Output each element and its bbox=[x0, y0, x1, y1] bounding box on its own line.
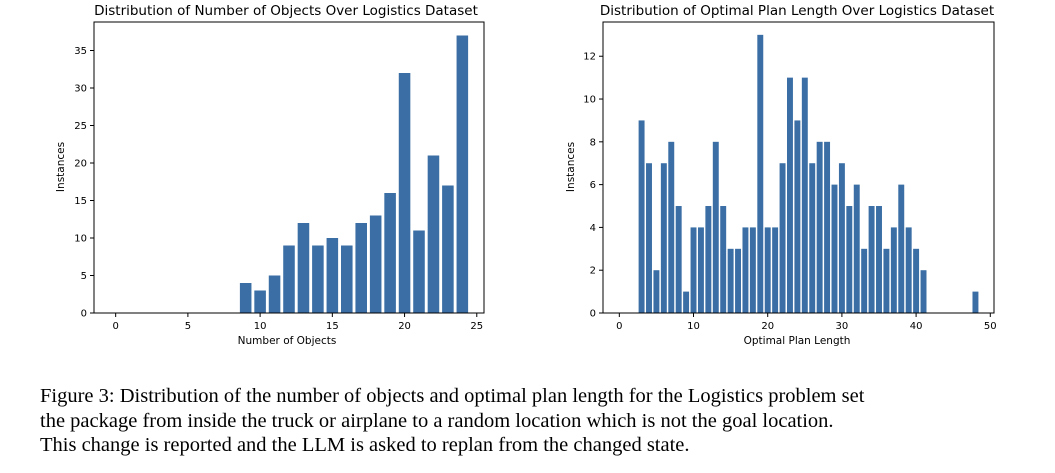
bar bbox=[735, 248, 741, 313]
x-tick-label: 30 bbox=[836, 321, 849, 332]
x-tick-label: 40 bbox=[910, 321, 923, 332]
y-tick-label: 8 bbox=[590, 137, 596, 148]
bar bbox=[697, 227, 704, 313]
bar bbox=[883, 248, 890, 313]
bar bbox=[742, 227, 749, 313]
bar bbox=[355, 223, 367, 313]
bar bbox=[816, 141, 823, 313]
bar bbox=[861, 248, 868, 313]
x-tick-label: 15 bbox=[326, 321, 339, 332]
bar bbox=[638, 120, 645, 314]
bar bbox=[757, 34, 764, 314]
bar bbox=[727, 248, 734, 313]
x-tick-label: 0 bbox=[112, 321, 118, 332]
caption-line-2: the package from inside the truck or air… bbox=[40, 409, 834, 432]
bar bbox=[876, 206, 882, 313]
bar bbox=[297, 223, 310, 313]
bar bbox=[794, 120, 801, 314]
y-axis-label: Instances bbox=[565, 142, 577, 192]
figure: Distribution of Number of Objects Over L… bbox=[55, 3, 997, 347]
y-tick-label: 25 bbox=[74, 121, 87, 132]
bar bbox=[413, 230, 425, 313]
y-tick-label: 2 bbox=[590, 266, 596, 277]
x-tick-label: 10 bbox=[687, 321, 700, 332]
y-tick-label: 6 bbox=[590, 180, 596, 191]
bar bbox=[384, 193, 396, 313]
y-tick-label: 35 bbox=[74, 46, 87, 57]
bar bbox=[853, 184, 860, 313]
y-tick-label: 0 bbox=[81, 309, 87, 320]
bar bbox=[239, 283, 252, 313]
bar bbox=[913, 248, 920, 313]
bar bbox=[683, 291, 690, 313]
bar bbox=[972, 291, 979, 313]
bar bbox=[268, 275, 281, 313]
x-tick-label: 5 bbox=[185, 321, 191, 332]
bar bbox=[326, 238, 339, 313]
y-tick-label: 15 bbox=[74, 196, 87, 207]
y-tick-label: 30 bbox=[74, 84, 87, 95]
x-tick-label: 20 bbox=[398, 321, 411, 332]
bar bbox=[254, 290, 266, 313]
chart-objects: Distribution of Number of Objects Over L… bbox=[55, 3, 485, 347]
x-tick-label: 10 bbox=[254, 321, 267, 332]
bar bbox=[749, 227, 756, 313]
bar bbox=[779, 163, 786, 313]
bar bbox=[801, 77, 808, 313]
x-tick-label: 25 bbox=[470, 321, 483, 332]
y-tick-label: 0 bbox=[590, 309, 596, 320]
bar bbox=[442, 185, 454, 313]
bar bbox=[312, 245, 324, 313]
y-axis-label: Instances bbox=[55, 142, 67, 192]
y-tick-label: 5 bbox=[81, 271, 87, 282]
caption-line-1: Figure 3: Distribution of the number of … bbox=[40, 385, 865, 407]
y-tick-label: 12 bbox=[583, 52, 596, 63]
bar bbox=[653, 270, 660, 313]
x-axis-label: Optimal Plan Length bbox=[744, 335, 851, 347]
bar bbox=[898, 184, 905, 313]
bar bbox=[646, 163, 652, 313]
chart-title: Distribution of Number of Objects Over L… bbox=[94, 3, 478, 19]
bar bbox=[660, 163, 667, 313]
figure-caption: Figure 3: Distribution of the number of … bbox=[40, 384, 1052, 458]
bar bbox=[890, 227, 897, 313]
x-tick-label: 50 bbox=[984, 321, 997, 332]
y-tick-label: 10 bbox=[583, 95, 596, 106]
bar bbox=[675, 206, 682, 313]
bar bbox=[427, 155, 440, 313]
x-axis-label: Number of Objects bbox=[238, 335, 337, 347]
y-tick-label: 10 bbox=[74, 234, 87, 245]
bar bbox=[846, 206, 853, 313]
bar bbox=[824, 141, 831, 313]
bar bbox=[668, 141, 675, 313]
bar bbox=[772, 227, 779, 313]
bar bbox=[868, 206, 875, 313]
y-tick-label: 20 bbox=[74, 159, 87, 170]
bar bbox=[787, 77, 793, 313]
bar bbox=[369, 215, 382, 313]
chart-title: Distribution of Optimal Plan Length Over… bbox=[600, 3, 994, 19]
chart-plan-length: Distribution of Optimal Plan Length Over… bbox=[565, 3, 997, 347]
bar bbox=[341, 245, 353, 313]
x-tick-label: 0 bbox=[616, 321, 622, 332]
bar bbox=[905, 227, 912, 313]
bar bbox=[920, 270, 927, 313]
bar bbox=[720, 206, 727, 313]
bar bbox=[831, 184, 838, 313]
bar bbox=[283, 245, 295, 313]
bar bbox=[705, 206, 712, 313]
bar bbox=[712, 141, 719, 313]
bar bbox=[690, 227, 697, 313]
bar bbox=[764, 227, 771, 313]
y-tick-label: 4 bbox=[590, 223, 596, 234]
bar bbox=[456, 35, 469, 313]
caption-line-3: This change is reported and the LLM is a… bbox=[40, 434, 690, 456]
plot-frame bbox=[93, 21, 485, 314]
x-tick-label: 20 bbox=[761, 321, 774, 332]
bar bbox=[398, 73, 411, 313]
bar bbox=[838, 163, 845, 313]
bar bbox=[809, 163, 816, 313]
plot-frame bbox=[602, 21, 995, 314]
